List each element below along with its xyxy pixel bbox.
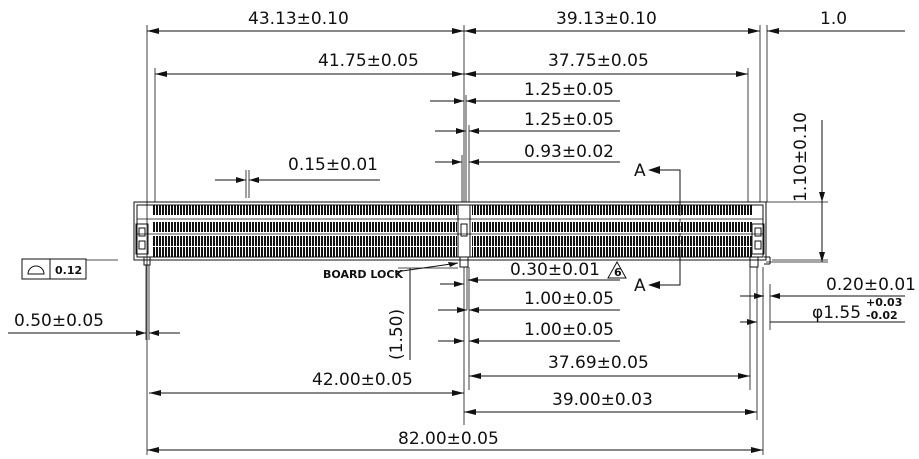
dim-right-lock-width: 0.20±0.01 xyxy=(826,275,916,295)
section-mark-top: A xyxy=(634,161,646,181)
dim-lock-pitch-1: 1.00±0.05 xyxy=(524,289,614,309)
dimension-labels: 43.13±0.10 39.13±0.10 1.0 41.75±0.05 37.… xyxy=(14,9,916,449)
dim-hole-tol-minus: -0.02 xyxy=(866,309,898,322)
dimension-lines xyxy=(8,28,905,453)
dim-inner-right: 37.75±0.05 xyxy=(548,51,649,71)
dim-top-left-overall: 43.13±0.10 xyxy=(248,9,349,29)
section-mark-bottom: A xyxy=(634,276,646,296)
dim-pin-width: 0.15±0.01 xyxy=(288,155,378,175)
extension-lines xyxy=(145,25,828,455)
coplanarity-value: 0.12 xyxy=(55,264,82,277)
dim-bottom-right-1: 37.69±0.05 xyxy=(548,353,649,373)
board-lock-label: BOARD LOCK xyxy=(323,268,403,281)
lock-flag-number: 6 xyxy=(614,266,622,279)
dim-center-3: 0.93±0.02 xyxy=(524,142,614,162)
dim-lock-pitch-2: 1.00±0.05 xyxy=(524,320,614,340)
dim-hole-diameter: φ1.55 xyxy=(812,303,861,323)
dim-lock-width: 0.30±0.01 xyxy=(510,260,600,280)
dim-height: 1.10±0.10 xyxy=(791,112,811,202)
dim-hole-tol-plus: +0.03 xyxy=(866,296,902,309)
dim-top-right-overall: 39.13±0.10 xyxy=(556,9,657,29)
dim-overall-length: 82.00±0.05 xyxy=(398,429,499,449)
dim-right-small: 1.0 xyxy=(820,9,847,29)
dim-inner-left: 41.75±0.05 xyxy=(318,51,419,71)
connector-body xyxy=(133,201,771,268)
dim-bottom-right-2: 39.00±0.03 xyxy=(552,390,653,410)
coplanarity-frame xyxy=(21,258,118,280)
dim-bottom-left: 42.00±0.05 xyxy=(312,370,413,390)
dim-lock-offset: (1.50) xyxy=(387,309,407,360)
dim-center-2: 1.25±0.05 xyxy=(524,110,614,130)
dim-center-1: 1.25±0.05 xyxy=(524,80,614,100)
dim-left-offset: 0.50±0.05 xyxy=(14,311,104,331)
